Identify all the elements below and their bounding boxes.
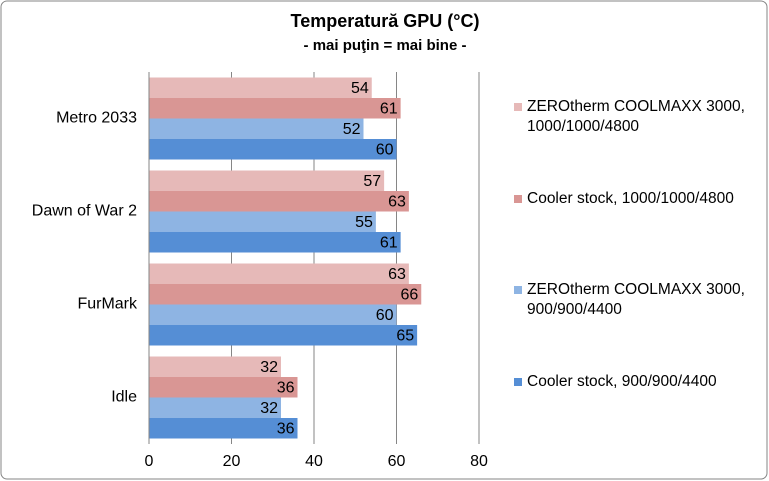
bar [149, 418, 298, 439]
x-tick-label: 80 [470, 453, 488, 470]
legend-label: Cooler stock, 1000/1000/4800 [527, 190, 734, 207]
x-tick-label: 40 [305, 453, 323, 470]
legend-marker [514, 378, 522, 386]
legend-label: Cooler stock, 900/900/4400 [527, 373, 717, 390]
data-label: 63 [388, 266, 406, 283]
bar [149, 191, 409, 212]
y-tick-label: FurMark [77, 296, 138, 313]
bar [149, 118, 364, 139]
bar [149, 170, 385, 191]
data-label: 54 [351, 80, 369, 97]
bar [149, 325, 418, 346]
data-label: 66 [400, 286, 418, 303]
bar [149, 139, 397, 160]
data-label: 36 [277, 379, 295, 396]
data-label: 36 [277, 420, 295, 437]
data-label: 60 [376, 307, 394, 324]
legend-marker [514, 286, 522, 294]
bar [149, 284, 422, 305]
bar [149, 397, 281, 418]
data-label: 60 [376, 141, 394, 158]
data-label: 57 [363, 173, 381, 190]
x-tick-label: 60 [388, 453, 406, 470]
legend-marker [514, 103, 522, 111]
legend-label: ZEROtherm COOLMAXX 3000, 900/900/4400 [527, 281, 745, 318]
y-tick-label: Metro 2033 [56, 110, 137, 127]
x-tick-label: 0 [145, 453, 154, 470]
legend-marker [514, 195, 522, 203]
data-label: 55 [355, 214, 373, 231]
chart-title: Temperatură GPU (°C) [291, 11, 480, 31]
y-tick-label: Idle [111, 389, 137, 406]
bar [149, 232, 401, 253]
data-label: 65 [396, 327, 414, 344]
data-label: 63 [388, 193, 406, 210]
data-label: 32 [260, 400, 278, 417]
bar [149, 356, 281, 377]
data-label: 61 [380, 234, 398, 251]
bar [149, 377, 298, 398]
bar [149, 77, 372, 98]
bar [149, 211, 376, 232]
y-tick-label: Dawn of War 2 [32, 203, 137, 220]
x-tick-label: 20 [223, 453, 241, 470]
data-label: 32 [260, 359, 278, 376]
data-label: 61 [380, 100, 398, 117]
legend-label: ZEROtherm COOLMAXX 3000, 1000/1000/4800 [527, 98, 745, 135]
bar [149, 263, 409, 284]
bar [149, 304, 397, 325]
data-label: 52 [343, 121, 361, 138]
chart-subtitle: - mai puţin = mai bine - [304, 37, 467, 54]
bar [149, 98, 401, 119]
